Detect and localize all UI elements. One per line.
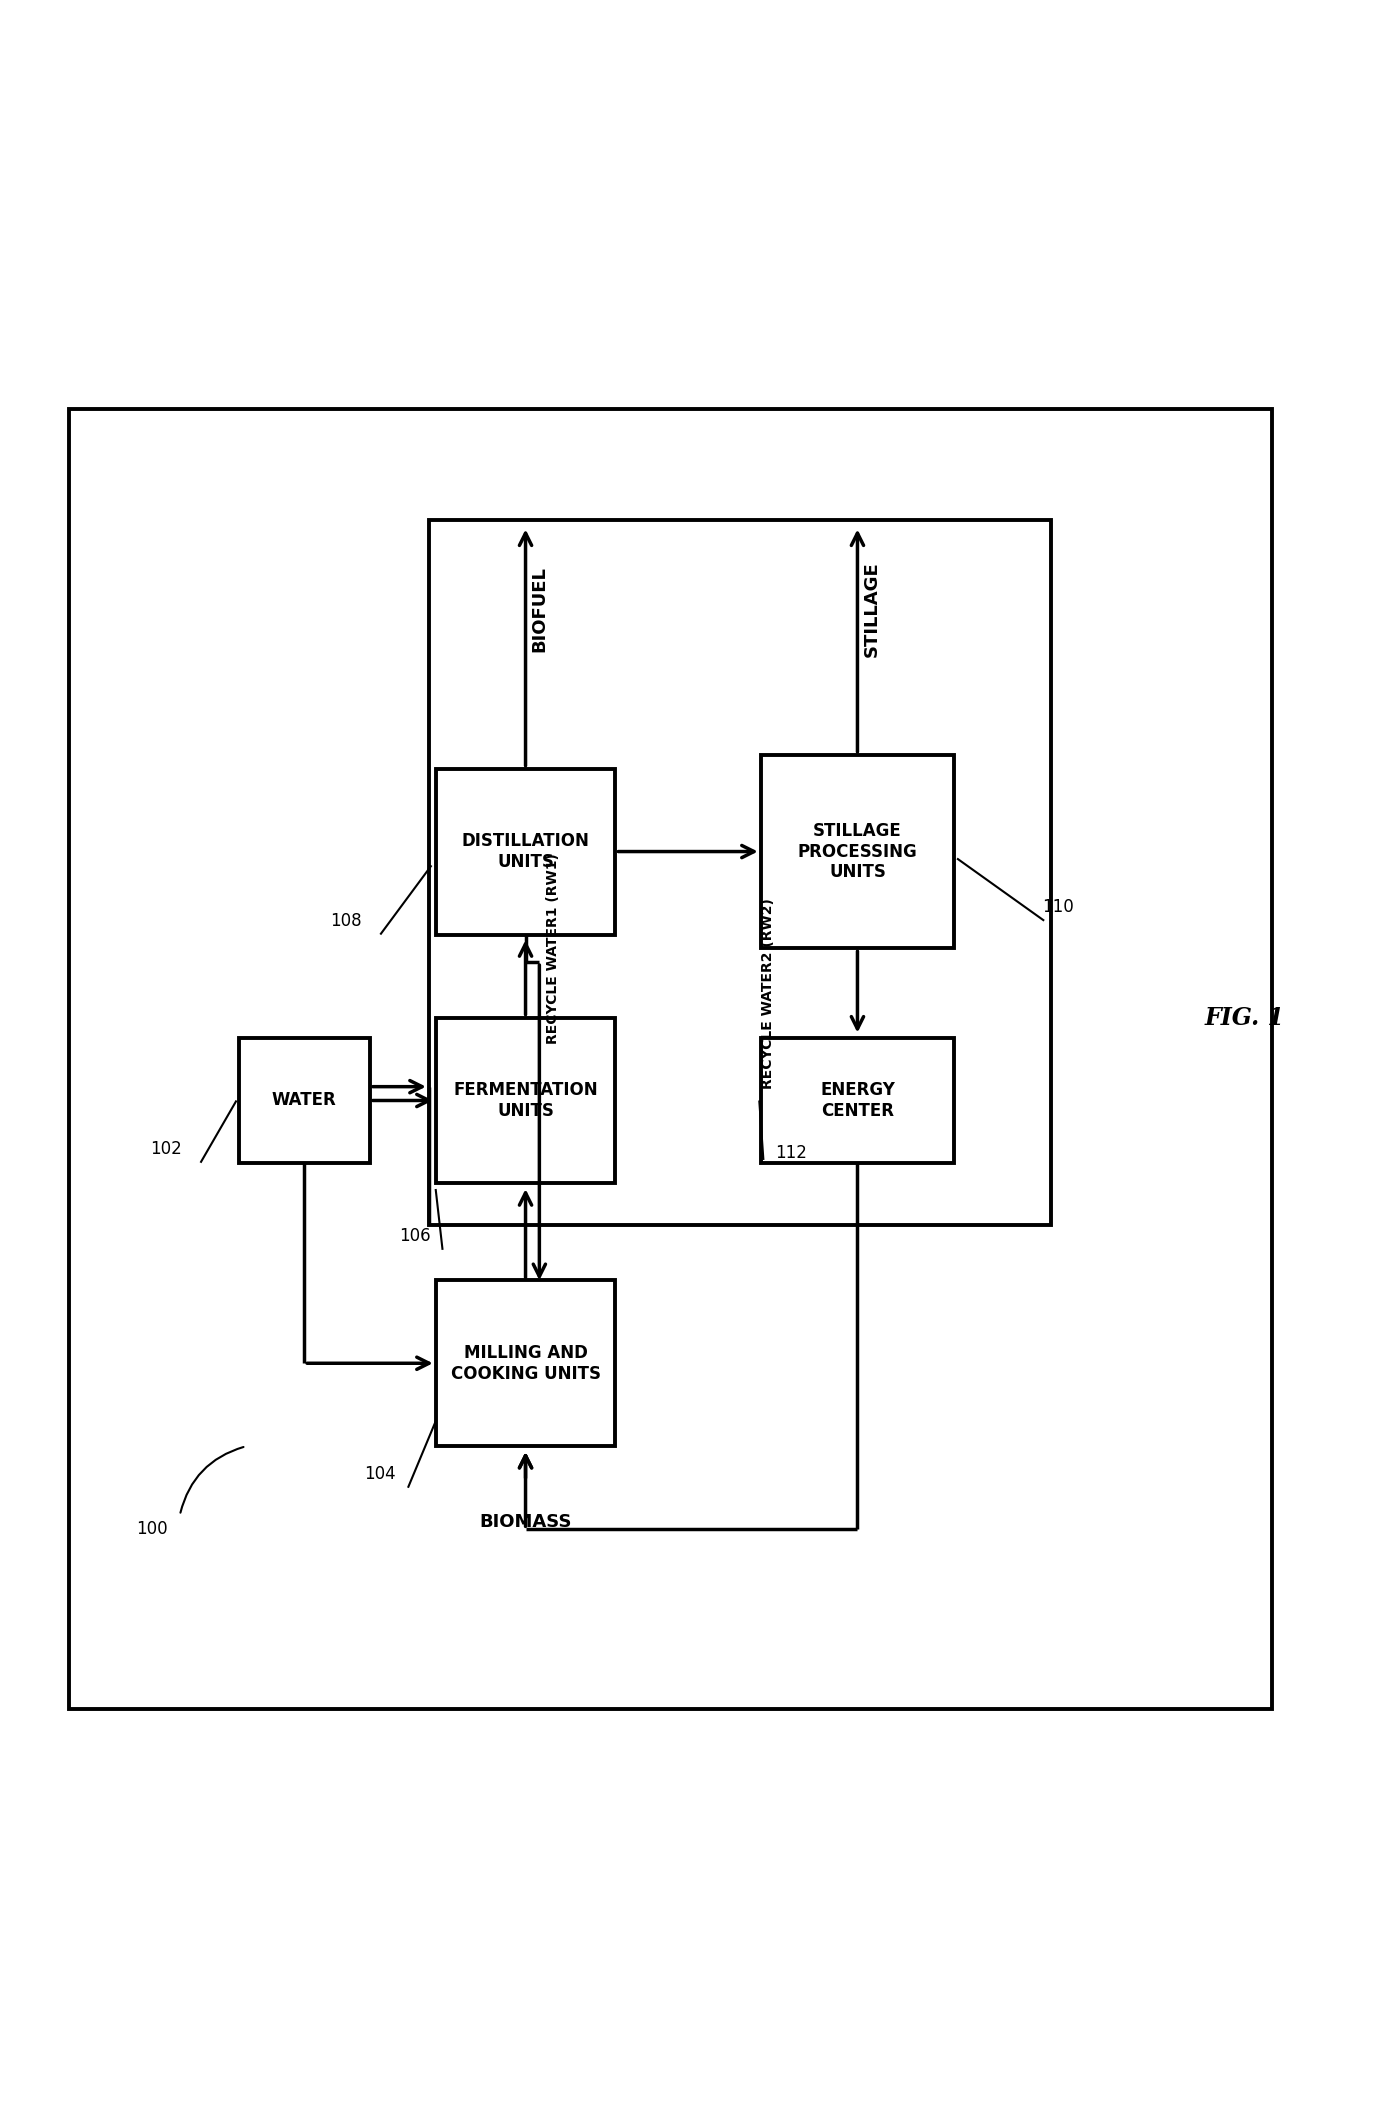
Text: BIOFUEL: BIOFUEL — [530, 568, 549, 652]
Text: RECYCLE WATER1 (RW1): RECYCLE WATER1 (RW1) — [546, 854, 560, 1044]
Text: STILLAGE
PROCESSING
UNITS: STILLAGE PROCESSING UNITS — [798, 822, 917, 881]
Text: 106: 106 — [400, 1226, 430, 1245]
Text: WATER: WATER — [272, 1091, 336, 1110]
Text: 108: 108 — [331, 911, 361, 930]
Text: ENERGY
CENTER: ENERGY CENTER — [820, 1080, 895, 1120]
Bar — [761, 754, 954, 949]
Bar — [761, 1038, 954, 1163]
Text: BIOMASS: BIOMASS — [480, 1512, 571, 1531]
Text: FERMENTATION
UNITS: FERMENTATION UNITS — [454, 1080, 597, 1120]
Text: MILLING AND
COOKING UNITS: MILLING AND COOKING UNITS — [451, 1343, 600, 1383]
Bar — [436, 769, 615, 934]
Text: 100: 100 — [137, 1521, 167, 1538]
Bar — [436, 1017, 615, 1184]
Text: STILLAGE: STILLAGE — [862, 561, 881, 657]
Bar — [429, 519, 1051, 1224]
Bar — [69, 409, 1272, 1709]
Text: 102: 102 — [151, 1139, 181, 1159]
Text: 104: 104 — [365, 1466, 396, 1483]
Bar — [238, 1038, 369, 1163]
Text: FIG. 1: FIG. 1 — [1205, 1006, 1285, 1029]
Text: 112: 112 — [774, 1144, 808, 1163]
Text: 110: 110 — [1043, 898, 1073, 915]
Text: DISTILLATION
UNITS: DISTILLATION UNITS — [462, 832, 589, 870]
Bar — [436, 1279, 615, 1447]
Text: RECYCLE WATER2 (RW2): RECYCLE WATER2 (RW2) — [761, 898, 774, 1089]
